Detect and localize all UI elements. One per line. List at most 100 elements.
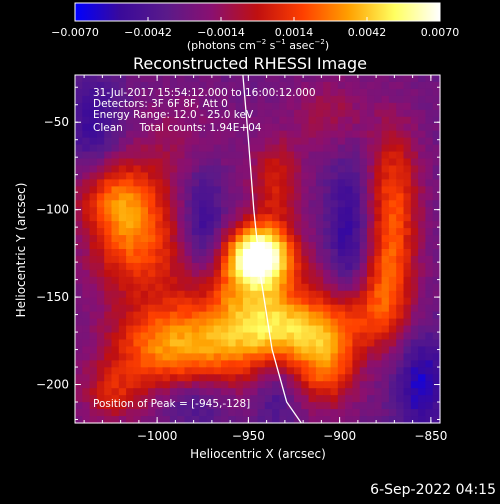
heatmap-cell bbox=[184, 193, 193, 201]
heatmap-cell bbox=[126, 353, 134, 361]
heatmap-cell bbox=[213, 221, 222, 229]
colorbar-tick-label: 0.0070 bbox=[421, 26, 460, 39]
heatmap-cell bbox=[221, 144, 229, 153]
heatmap-cell bbox=[242, 290, 251, 299]
heatmap-cell bbox=[75, 304, 83, 313]
heatmap-cell bbox=[75, 297, 83, 306]
heatmap-cell bbox=[272, 276, 280, 285]
heatmap-cell bbox=[111, 262, 120, 271]
heatmap-cell bbox=[381, 242, 390, 250]
heatmap-cell bbox=[418, 186, 426, 194]
heatmap-cell bbox=[169, 374, 178, 382]
heatmap-cell bbox=[388, 318, 397, 327]
heatmap-cell bbox=[257, 137, 266, 146]
heatmap-cell bbox=[82, 374, 91, 382]
heatmap-cell bbox=[96, 332, 105, 341]
heatmap-cell bbox=[111, 297, 120, 306]
heatmap-cell bbox=[301, 283, 310, 292]
heatmap-cell bbox=[388, 339, 397, 348]
heatmap-cell bbox=[235, 186, 244, 194]
heatmap-cell bbox=[279, 339, 288, 348]
heatmap-cell bbox=[367, 158, 375, 167]
heatmap-cell bbox=[155, 151, 164, 160]
heatmap-cell bbox=[242, 193, 251, 201]
heatmap-cell bbox=[140, 151, 149, 160]
heatmap-cell bbox=[82, 158, 91, 167]
heatmap-cell bbox=[184, 235, 193, 243]
heatmap-cell bbox=[432, 200, 441, 208]
heatmap-cell bbox=[118, 290, 127, 299]
heatmap-cell bbox=[410, 360, 419, 368]
heatmap-cell bbox=[213, 137, 222, 146]
heatmap-cell bbox=[250, 339, 259, 348]
heatmap-cell bbox=[111, 75, 120, 83]
heatmap-cell bbox=[199, 353, 207, 361]
heatmap-cell bbox=[374, 95, 383, 104]
heatmap-cell bbox=[82, 88, 91, 97]
heatmap-cell bbox=[374, 374, 383, 382]
heatmap-cell bbox=[75, 130, 83, 139]
heatmap-cell bbox=[89, 381, 98, 389]
heatmap-cell bbox=[75, 214, 83, 222]
heatmap-cell bbox=[330, 249, 339, 257]
heatmap-cell bbox=[272, 193, 280, 201]
heatmap-cell bbox=[89, 311, 98, 320]
heatmap-cell bbox=[206, 339, 215, 348]
heatmap-cell bbox=[140, 360, 149, 368]
heatmap-cell bbox=[264, 221, 273, 229]
heatmap-cell bbox=[89, 242, 98, 250]
heatmap-cell bbox=[388, 123, 397, 132]
heatmap-cell bbox=[235, 75, 244, 83]
heatmap-cell bbox=[345, 269, 353, 278]
heatmap-cell bbox=[228, 172, 237, 180]
heatmap-cell bbox=[425, 102, 434, 111]
heatmap-cell bbox=[82, 332, 91, 341]
heatmap-cell bbox=[162, 109, 171, 118]
heatmap-cell bbox=[104, 130, 113, 139]
heatmap-cell bbox=[213, 332, 222, 341]
heatmap-cell bbox=[323, 339, 332, 348]
heatmap-cell bbox=[206, 200, 215, 208]
heatmap-cell bbox=[279, 165, 288, 174]
heatmap-cell bbox=[337, 325, 346, 334]
heatmap-cell bbox=[82, 255, 91, 264]
heatmap-cell bbox=[257, 402, 266, 410]
heatmap-cell bbox=[418, 75, 426, 83]
heatmap-cell bbox=[272, 109, 280, 118]
heatmap-cell bbox=[206, 123, 215, 132]
heatmap-cell bbox=[381, 186, 390, 194]
heatmap-cell bbox=[148, 255, 156, 264]
heatmap-cell bbox=[367, 276, 375, 285]
heatmap-cell bbox=[162, 311, 171, 320]
heatmap-cell bbox=[257, 214, 266, 222]
heatmap-cell bbox=[111, 311, 120, 320]
heatmap-cell bbox=[396, 88, 405, 97]
heatmap-cell bbox=[242, 186, 251, 194]
heatmap-cell bbox=[330, 137, 339, 146]
heatmap-cell bbox=[388, 130, 397, 139]
heatmap-cell bbox=[330, 290, 339, 299]
heatmap-cell bbox=[82, 395, 91, 403]
heatmap-cell bbox=[425, 214, 434, 222]
heatmap-cell bbox=[191, 88, 200, 97]
heatmap-cell bbox=[418, 325, 426, 334]
heatmap-cell bbox=[96, 409, 105, 417]
heatmap-cell bbox=[367, 214, 375, 222]
heatmap-cell bbox=[89, 367, 98, 375]
heatmap-cell bbox=[374, 332, 383, 341]
heatmap-cell bbox=[359, 353, 368, 361]
heatmap-cell bbox=[177, 311, 186, 320]
heatmap-cell bbox=[126, 409, 134, 417]
heatmap-cell bbox=[242, 339, 251, 348]
heatmap-cell bbox=[410, 255, 419, 264]
heatmap-cell bbox=[140, 186, 149, 194]
heatmap-cell bbox=[126, 207, 134, 215]
heatmap-cell bbox=[126, 249, 134, 257]
heatmap-cell bbox=[286, 332, 295, 341]
heatmap-cell bbox=[235, 249, 244, 257]
x-axis-ticks: −1000 −950 −900 −850 bbox=[83, 75, 447, 443]
annotation-energy: Energy Range: 12.0 - 25.0 keV bbox=[93, 109, 254, 121]
heatmap-cell bbox=[206, 416, 215, 424]
heatmap-cell bbox=[140, 409, 149, 417]
heatmap-cell bbox=[388, 269, 397, 278]
